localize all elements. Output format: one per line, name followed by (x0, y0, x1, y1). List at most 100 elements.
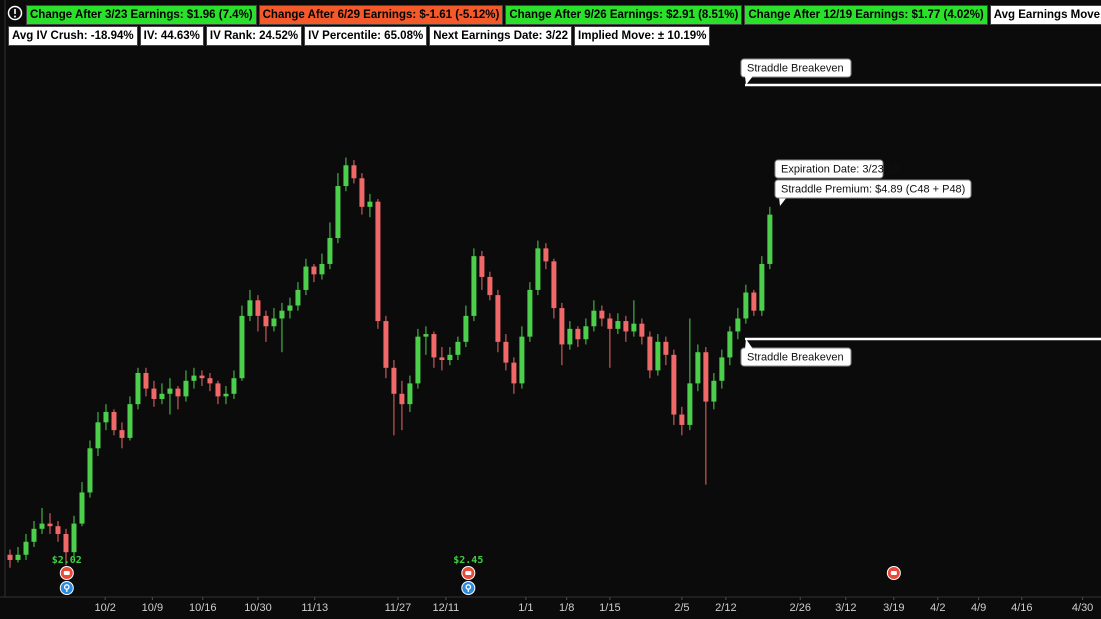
candle-body (263, 315, 269, 327)
event-marker[interactable] (59, 566, 74, 595)
candle-body (431, 334, 437, 358)
candle-body (743, 292, 749, 319)
earnings-icon-glyph (890, 571, 897, 575)
candle-body (71, 523, 77, 553)
candle-body (415, 336, 421, 384)
candle-body (351, 165, 357, 179)
info-box: Avg Earnings Move: 6.26% (989, 5, 1101, 25)
candle-body (31, 528, 37, 542)
candle-body (151, 388, 157, 399)
info-box: IV: 44.63% (139, 26, 204, 46)
candle-body (63, 533, 69, 553)
candle-body (615, 321, 621, 329)
candle-body (271, 318, 277, 327)
candle-body (247, 300, 253, 316)
event-marker[interactable] (461, 566, 476, 595)
x-tick-label: 2/26 (790, 602, 811, 614)
info-box: Next Earnings Date: 3/22 (429, 26, 573, 46)
candle-body (55, 526, 61, 534)
info-box: Change After 6/29 Earnings: $-1.61 (-5.1… (258, 5, 504, 25)
candle-body (295, 289, 301, 306)
candle-body (215, 383, 221, 397)
event-marker[interactable] (886, 566, 901, 580)
callout-pointer (745, 338, 753, 349)
x-tick-label: 1/1 (518, 602, 533, 614)
alert-icon[interactable] (7, 5, 23, 21)
x-tick-label: 10/2 (94, 602, 115, 614)
candle-body (319, 263, 325, 275)
earnings-icon-glyph (465, 571, 472, 575)
candle-body (527, 289, 533, 337)
x-tick-label: 4/30 (1072, 602, 1093, 614)
candle-body (391, 367, 397, 394)
info-icon (59, 581, 74, 595)
candle-body (279, 310, 285, 319)
info-box: Change After 3/23 Earnings: $1.96 (7.4%) (26, 5, 257, 25)
candle-body (543, 248, 549, 262)
callout-pointer (745, 76, 753, 86)
candle-body (631, 323, 637, 332)
candle-body (47, 523, 53, 527)
candle-body (303, 266, 309, 290)
candle-body (359, 178, 365, 207)
candle-body (735, 318, 741, 332)
candle-body (383, 321, 389, 368)
candle-body (15, 554, 21, 560)
x-tick-label: 10/9 (142, 602, 163, 614)
candle-body (175, 388, 181, 397)
candle-body (327, 237, 333, 264)
x-tick-label: 4/2 (930, 602, 945, 614)
candle-body (23, 541, 29, 555)
candle-body (311, 266, 317, 275)
candle-body (695, 352, 701, 384)
candle-body (207, 378, 213, 384)
candle-body (751, 292, 757, 311)
candle-body (111, 411, 117, 431)
candle-body (79, 492, 85, 524)
candle-body (7, 554, 13, 560)
candle-body (423, 334, 429, 337)
x-tick-label: 2/12 (715, 602, 736, 614)
candle-body (655, 341, 661, 371)
info-row: Change After 3/23 Earnings: $1.96 (7.4%)… (26, 5, 1101, 25)
x-tick-label: 12/11 (433, 602, 460, 614)
candle-body (143, 373, 149, 389)
candle-body (759, 263, 765, 311)
callout-box (740, 58, 852, 78)
candle-body (127, 404, 133, 438)
x-tick-label: 3/19 (883, 602, 904, 614)
candle-body (703, 352, 709, 402)
candle-body (167, 388, 173, 394)
callout-box (740, 347, 852, 367)
earnings-label: $2.45 (453, 555, 483, 566)
x-tick-label: 1/8 (559, 602, 574, 614)
candle-body (607, 318, 613, 329)
candle-body (455, 341, 461, 355)
candle-body (559, 308, 565, 345)
candle-body (287, 305, 293, 311)
candle-body (711, 380, 717, 402)
candle-body (119, 430, 125, 438)
callout-box (774, 179, 972, 199)
earnings-label: $2.02 (52, 555, 82, 566)
candle-body (463, 315, 469, 342)
candle-body (479, 256, 485, 277)
earnings-icon-glyph (63, 571, 70, 575)
x-tick-label: 4/9 (971, 602, 986, 614)
candle-body (335, 186, 341, 238)
candle-body (191, 375, 197, 381)
info-box: IV Percentile: 65.08% (304, 26, 428, 46)
candle-body (407, 383, 413, 405)
candle-body (551, 261, 557, 309)
info-box: IV Rank: 24.52% (205, 26, 303, 46)
info-icon (461, 581, 476, 595)
x-tick-label: 10/30 (244, 602, 272, 614)
candle-body (663, 341, 669, 355)
info-box: Avg IV Crush: -18.94% (8, 26, 138, 46)
candle-body (471, 256, 477, 316)
candle-body (647, 336, 653, 371)
candle-body (535, 248, 541, 290)
candle-body (623, 321, 629, 332)
